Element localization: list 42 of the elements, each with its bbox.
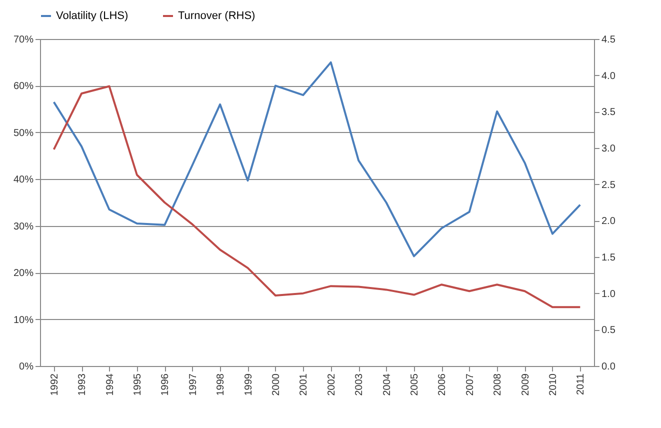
- x-tick-label: 1992: [49, 373, 60, 396]
- y-tick-label: 70%: [13, 34, 34, 46]
- x-tick-label: 2008: [492, 373, 504, 396]
- y2-tick-label: 2.0: [602, 216, 616, 228]
- legend-label: Turnover (RHS): [178, 10, 256, 22]
- y2-tick-label: 1.5: [602, 252, 616, 264]
- y-tick-label: 60%: [13, 81, 34, 92]
- x-tick-label: 2007: [464, 373, 476, 396]
- y-tick-label: 50%: [13, 128, 34, 139]
- x-tick-label: 1997: [188, 373, 199, 396]
- x-tick-label: 2011: [576, 373, 587, 396]
- y2-tick-label: 0.5: [602, 325, 616, 336]
- y-tick-label: 30%: [13, 221, 34, 232]
- legend-label: Volatility (LHS): [56, 10, 128, 22]
- x-tick-label: 2004: [382, 373, 393, 396]
- y2-tick-label: 0.0: [602, 362, 616, 372]
- y2-tick-label: 3.0: [602, 144, 616, 154]
- x-tick-label: 2010: [548, 373, 559, 396]
- y-tick-label: 20%: [13, 268, 34, 280]
- y2-tick-label: 2.5: [602, 180, 616, 191]
- y-tick-label: 40%: [13, 174, 34, 186]
- x-tick-label: 2003: [354, 373, 366, 396]
- y2-tick-label: 4.5: [602, 34, 616, 46]
- x-tick-label: 1999: [243, 373, 254, 396]
- y-tick-label: 0%: [19, 362, 34, 372]
- x-tick-label: 2009: [520, 373, 532, 396]
- x-tick-label: 1995: [132, 373, 144, 396]
- x-tick-label: 2002: [326, 373, 338, 396]
- x-tick-label: 2005: [409, 373, 420, 396]
- x-tick-label: 1996: [160, 373, 172, 396]
- y2-tick-label: 3.5: [602, 107, 616, 118]
- x-tick-label: 2001: [298, 373, 310, 396]
- x-tick-label: 1993: [77, 373, 88, 396]
- x-tick-label: 2006: [437, 373, 448, 396]
- line-series: [52, 61, 582, 258]
- y-tick-label: 10%: [13, 314, 34, 326]
- x-tick-label: 1994: [104, 373, 116, 396]
- line-series: [52, 85, 582, 308]
- y2-tick-label: 1.0: [602, 288, 616, 300]
- x-tick-label: 1998: [216, 373, 227, 396]
- y2-tick-label: 4.0: [602, 70, 616, 82]
- x-tick-label: 2000: [270, 373, 282, 396]
